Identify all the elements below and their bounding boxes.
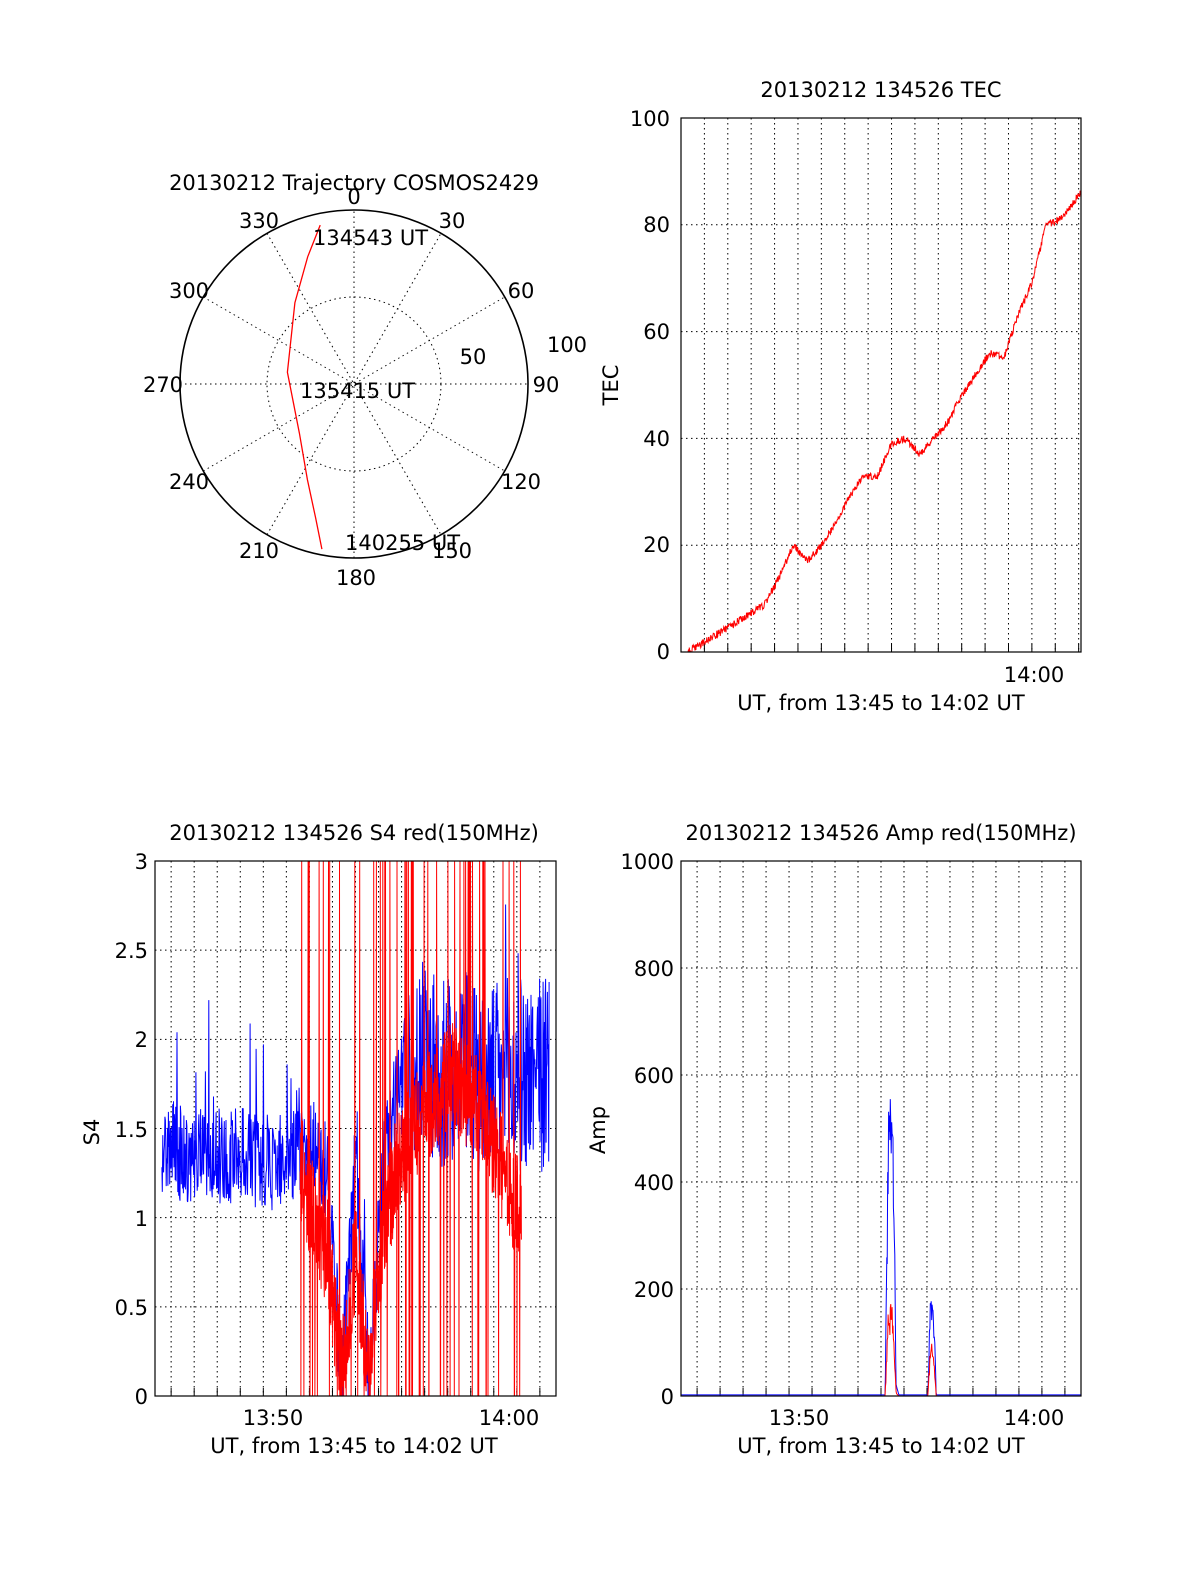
polar-spokes: [180, 210, 528, 558]
tec-series: [687, 190, 1082, 653]
s4-frame: [154, 860, 557, 1397]
s4-ytick-3: 3: [135, 850, 148, 874]
tec-grid: [681, 118, 1081, 652]
radius-label-100: 100: [547, 333, 587, 357]
trajectory-track: [286, 224, 323, 550]
s4-series: [161, 860, 550, 1397]
amp-xtick-1400: 14:00: [1004, 1406, 1065, 1430]
amp-ytick-800: 800: [634, 957, 674, 981]
tec-y-ticks: 0 20 40 60 80 100: [630, 107, 670, 664]
s4-xtick-1350: 13:50: [243, 1406, 304, 1430]
tec-plot-series-0: [687, 190, 1082, 653]
tec-ytick-100: 100: [630, 107, 670, 131]
s4-title: 20130212 134526 S4 red(150MHz): [169, 821, 539, 845]
angle-label-60: 60: [508, 279, 535, 303]
amp-xlabel: UT, from 13:45 to 14:02 UT: [737, 1434, 1025, 1458]
radius-label-50: 50: [460, 345, 487, 369]
s4-ytick-2: 2: [135, 1028, 148, 1052]
tec-ytick-80: 80: [643, 213, 670, 237]
amp-frame: [680, 860, 1082, 1397]
s4-ytick-2-5: 2.5: [115, 939, 148, 963]
trajectory-polar-plot: 20130212 Trajectory COSMOS2429 0 30 60 9…: [143, 171, 587, 590]
angle-label-0: 0: [347, 185, 360, 209]
angle-label-180: 180: [336, 566, 376, 590]
angle-label-30: 30: [439, 209, 466, 233]
tec-ytick-0: 0: [657, 640, 670, 664]
tec-ytick-40: 40: [643, 427, 670, 451]
amp-plot-series-0: [681, 1099, 1081, 1396]
s4-plot: 20130212 134526 S4 red(150MHz) 0 0.5 1 1…: [80, 821, 557, 1458]
polar-spoke-150: [266, 233, 442, 535]
polar-title: 20130212 Trajectory COSMOS2429: [169, 171, 539, 195]
s4-ytick-1: 1: [135, 1207, 148, 1231]
s4-plot-series-1: [299, 860, 522, 1397]
tec-xtick-1400: 14:00: [1004, 663, 1065, 687]
annotation-mid-time: 135415 UT: [300, 379, 415, 403]
amp-ytick-200: 200: [634, 1278, 674, 1302]
amp-grid: [681, 861, 1081, 1396]
polar-angle-labels: 0 30 60 90 120 150 180 210 240 270 300 3…: [143, 185, 559, 590]
angle-label-330: 330: [239, 209, 279, 233]
amp-xtick-1350: 13:50: [769, 1406, 830, 1430]
amp-plot: 20130212 134526 Amp red(150MHz) 0 200 40…: [586, 821, 1082, 1458]
angle-label-240: 240: [169, 470, 209, 494]
tec-title: 20130212 134526 TEC: [760, 78, 1001, 102]
tec-xlabel: UT, from 13:45 to 14:02 UT: [737, 691, 1025, 715]
angle-label-150: 150: [432, 539, 472, 563]
amp-ytick-1000: 1000: [621, 850, 674, 874]
amp-title: 20130212 134526 Amp red(150MHz): [685, 821, 1076, 845]
amp-y-ticks: 0 200 400 600 800 1000: [621, 850, 674, 1409]
angle-label-120: 120: [501, 470, 541, 494]
angle-label-90: 90: [533, 373, 560, 397]
amp-ylabel: Amp: [586, 1106, 610, 1154]
s4-ytick-0: 0: [135, 1385, 148, 1409]
angle-label-210: 210: [239, 539, 279, 563]
s4-ytick-1-5: 1.5: [115, 1118, 148, 1142]
amp-ytick-600: 600: [634, 1064, 674, 1088]
annotation-end-time: 140255 UT: [345, 531, 460, 555]
s4-xtick-1400: 14:00: [479, 1406, 540, 1430]
polar-spoke-30: [266, 233, 442, 535]
angle-label-270: 270: [143, 373, 183, 397]
polar-spoke-60: [203, 296, 505, 472]
angle-label-300: 300: [169, 279, 209, 303]
s4-ytick-0-5: 0.5: [115, 1296, 148, 1320]
tec-frame: [680, 117, 1082, 653]
tec-plot: 20130212 134526 TEC 0 20 40 60 80 100 14…: [599, 78, 1082, 715]
s4-ylabel: S4: [80, 1119, 104, 1146]
s4-y-ticks: 0 0.5 1 1.5 2 2.5 3: [115, 850, 148, 1409]
tec-ylabel: TEC: [599, 365, 623, 407]
amp-ytick-0: 0: [661, 1385, 674, 1409]
annotation-start-time: 134543 UT: [313, 226, 428, 250]
tec-ytick-60: 60: [643, 320, 670, 344]
s4-xlabel: UT, from 13:45 to 14:02 UT: [210, 1434, 498, 1458]
amp-ytick-400: 400: [634, 1171, 674, 1195]
tec-ytick-20: 20: [643, 533, 670, 557]
polar-spoke-120: [203, 296, 505, 472]
